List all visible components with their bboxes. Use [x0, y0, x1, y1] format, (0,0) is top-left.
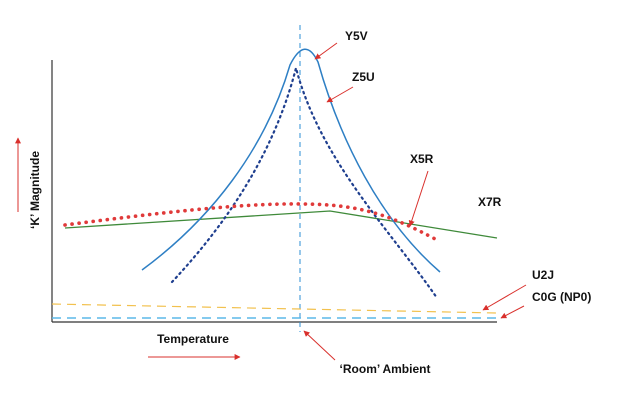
- x-axis-label: Temperature: [157, 332, 229, 346]
- curve-label: Z5U: [352, 70, 375, 84]
- arrow: [326, 86, 354, 103]
- z5u-curve: [170, 63, 439, 300]
- arrow: [314, 42, 338, 60]
- curve-label: C0G (NP0): [532, 290, 591, 304]
- arrow: [303, 330, 336, 361]
- x5r-curve: [63, 202, 439, 242]
- arrow: [482, 284, 527, 311]
- curve-label: U2J: [532, 268, 554, 282]
- curve-label: X5R: [410, 152, 434, 166]
- x7r-curve: [64, 210, 498, 239]
- annotation: ‘Room’ Ambient: [340, 362, 431, 376]
- curve-label: Y5V: [345, 29, 368, 43]
- arrow: [500, 305, 525, 319]
- u2j-curve: [51, 303, 498, 314]
- y5v-curve: [141, 48, 441, 273]
- y-axis-label: ‘K’ Magnitude: [28, 151, 42, 229]
- curve-label: X7R: [478, 195, 502, 209]
- arrow: [408, 170, 429, 227]
